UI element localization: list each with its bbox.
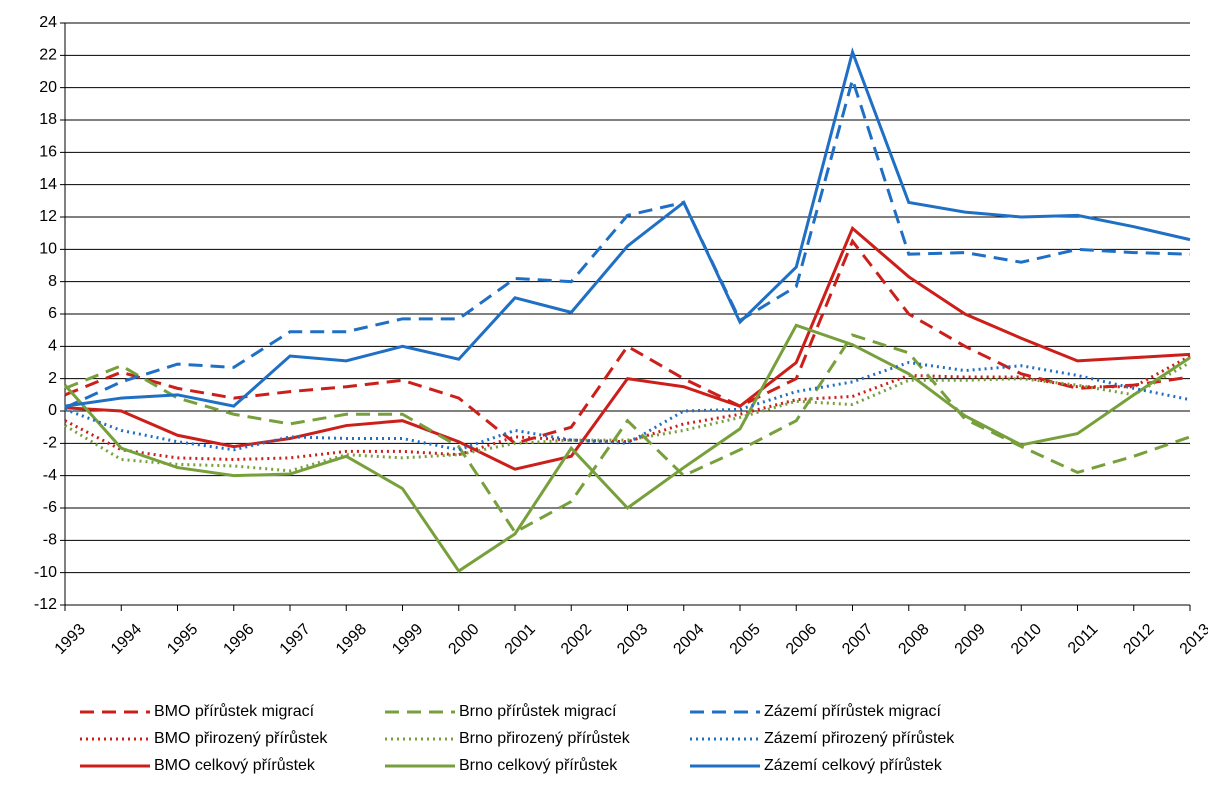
y-tick-label: 2 — [48, 370, 57, 387]
x-tick-label: 2005 — [727, 621, 764, 658]
legend-label: Zázemí celkový přírůstek — [764, 756, 943, 774]
y-tick-label: 20 — [39, 79, 57, 96]
legend-label: Brno přírůstek migrací — [459, 702, 617, 720]
series-line — [64, 238, 1191, 445]
y-tick-label: 8 — [48, 273, 57, 290]
y-tick-label: 12 — [39, 208, 57, 225]
y-tick-label: -12 — [34, 596, 57, 613]
x-tick-label: 1993 — [52, 621, 89, 658]
y-tick-label: -6 — [43, 499, 57, 516]
series-line — [64, 333, 1191, 535]
x-tick-label: 2011 — [1065, 621, 1101, 657]
series-line — [64, 47, 1191, 408]
x-tick-label: 2000 — [445, 621, 482, 658]
y-tick-label: 18 — [39, 111, 57, 128]
y-tick-label: 0 — [48, 402, 57, 419]
x-tick-label: 2006 — [783, 621, 820, 658]
legend-label: Zázemí přírůstek migrací — [764, 702, 941, 720]
series-line — [63, 323, 1191, 574]
x-tick-label: 1996 — [220, 621, 257, 658]
series-line — [64, 361, 1191, 473]
x-tick-label: 1997 — [277, 621, 314, 658]
y-tick-label: 4 — [48, 338, 57, 355]
x-tick-label: 1995 — [164, 621, 201, 658]
x-tick-label: 2012 — [1120, 621, 1157, 658]
legend-label: BMO celkový přírůstek — [154, 756, 316, 774]
legend-label: Brno celkový přírůstek — [459, 756, 618, 774]
y-tick-label: 16 — [39, 144, 57, 161]
y-tick-label: 10 — [39, 241, 57, 258]
x-tick-label: 2003 — [614, 621, 651, 658]
x-tick-label: 1998 — [333, 621, 370, 658]
x-tick-label: 2008 — [895, 621, 932, 658]
x-tick-label: 2001 — [502, 621, 539, 658]
y-tick-label: 22 — [39, 47, 57, 64]
y-tick-label: -4 — [43, 467, 57, 484]
y-tick-label: -2 — [43, 435, 57, 452]
x-tick-label: 2009 — [952, 621, 989, 658]
y-tick-label: 14 — [39, 176, 57, 193]
x-tick-label: 2007 — [839, 621, 876, 658]
legend-label: BMO přírůstek migrací — [154, 702, 315, 720]
y-tick-label: 6 — [48, 305, 57, 322]
x-tick-label: 1994 — [108, 621, 145, 658]
series-line — [64, 360, 1191, 452]
x-tick-label: 2002 — [558, 621, 595, 658]
y-tick-label: 24 — [39, 14, 57, 31]
y-tick-label: -8 — [43, 532, 57, 549]
x-tick-label: 2013 — [1177, 621, 1208, 658]
x-tick-label: 2010 — [1008, 621, 1045, 658]
legend-label: Brno přirozený přírůstek — [459, 729, 631, 747]
series-line — [64, 74, 1191, 410]
legend-label: Zázemí přirozený přírůstek — [764, 729, 955, 747]
series-line — [64, 225, 1191, 471]
x-tick-label: 1999 — [389, 621, 426, 658]
x-tick-label: 2004 — [670, 621, 707, 658]
y-tick-label: -10 — [34, 564, 57, 581]
legend-label: BMO přirozený přírůstek — [154, 729, 328, 747]
